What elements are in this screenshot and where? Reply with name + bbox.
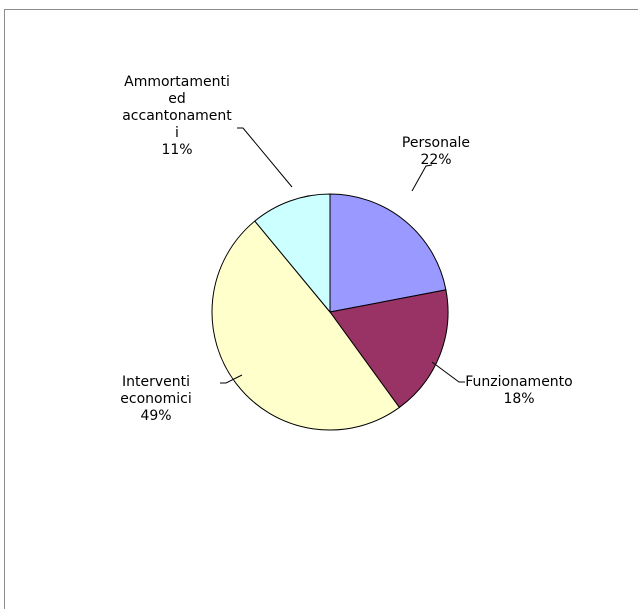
pie-slice-personale	[329, 193, 447, 313]
pie-slices	[211, 193, 449, 431]
chart-frame	[4, 9, 638, 609]
slice-label: Personale 22%	[402, 135, 470, 168]
slice-label-line: Ammortamenti	[124, 74, 230, 90]
slice-labels: Personale 22% Funzionamento 18% Interventi ec…	[120, 74, 572, 424]
leader-line	[220, 374, 243, 384]
slice-label-line: 49%	[140, 408, 171, 424]
slice-label-line: 22%	[420, 152, 451, 168]
leader-lines	[220, 127, 465, 384]
slice-label-line: i	[175, 125, 179, 141]
slice-label-line: accantonament	[122, 108, 232, 124]
slice-label-line: Interventi	[122, 374, 190, 390]
slice-label-line: Funzionamento	[465, 374, 572, 390]
slice-label: Ammortamenti ed accantonament i 11%	[122, 74, 232, 158]
pie-slice-funzionamento	[329, 289, 449, 409]
pie-chart: Personale 22% Funzionamento 18% Interventi ec…	[120, 74, 573, 431]
slice-label-line: 18%	[503, 391, 534, 407]
pie-slice-interventi-economici	[211, 220, 401, 431]
slice-label-line: ed	[168, 91, 186, 107]
leader-line	[431, 361, 465, 383]
leader-line	[237, 127, 293, 188]
pie-slice-ammortamenti-ed-accantonamenti	[254, 193, 331, 314]
slice-label-line: economici	[120, 391, 191, 407]
slice-label-line: 11%	[161, 142, 192, 158]
slice-label: Funzionamento 18%	[465, 374, 572, 407]
leader-line	[411, 164, 433, 192]
slice-label: Interventi economici 49%	[120, 374, 191, 424]
slice-label-line: Personale	[402, 135, 470, 151]
